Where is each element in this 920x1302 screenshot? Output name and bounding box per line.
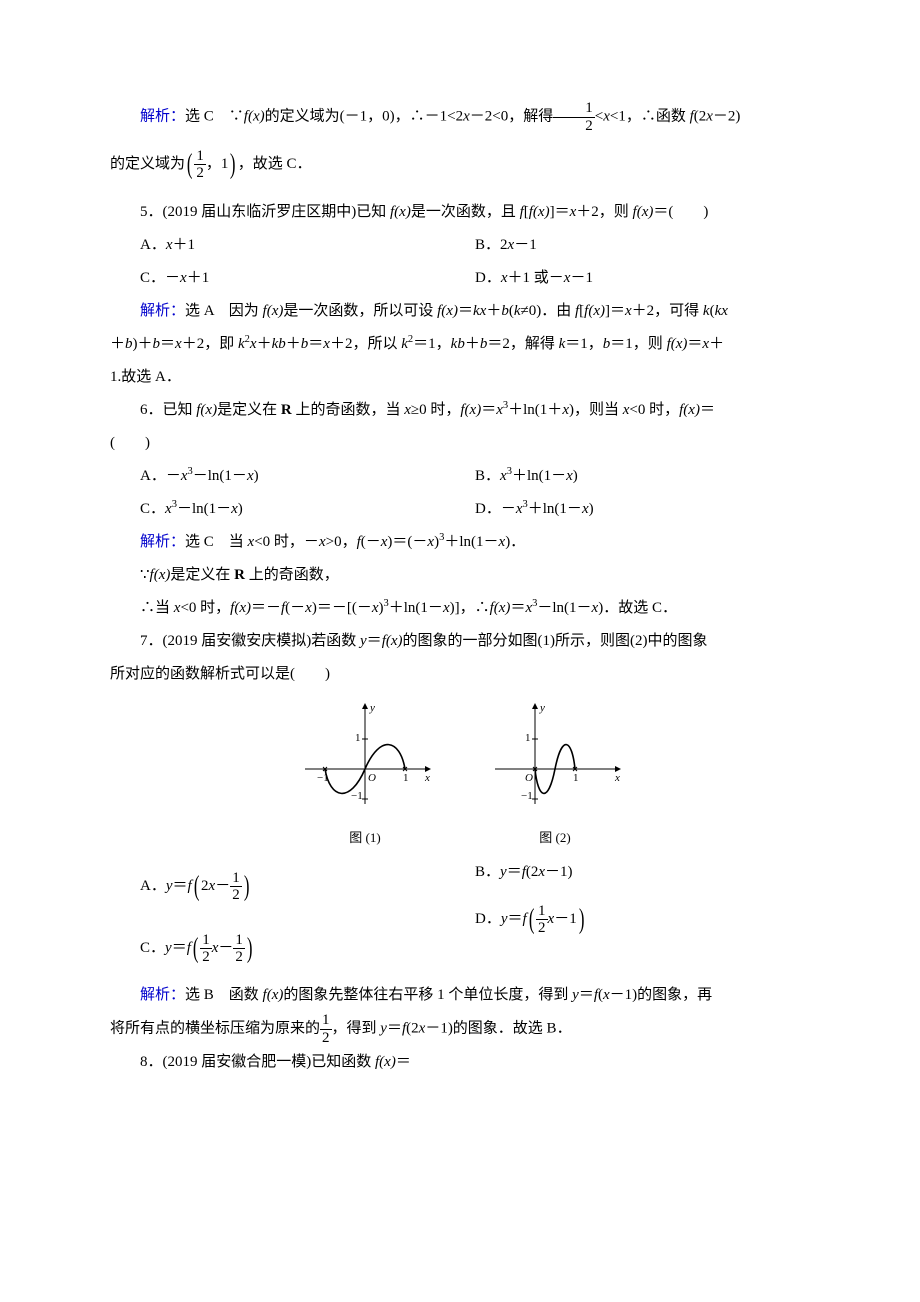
q7-stem-2: 所对应的函数解析式可以是( ) [110, 658, 810, 691]
q7-optB: B．y＝f(2x－1) [475, 856, 810, 889]
svg-text:1: 1 [355, 732, 361, 744]
q5-optA: A．x＋1 [140, 229, 475, 262]
q6-analysis-2: ∵f(x)是定义在 R 上的奇函数， [110, 559, 810, 592]
svg-text:x: x [614, 772, 620, 784]
q6-analysis-3: ∴当 x<0 时，f(x)＝－f(－x)＝－[(－x)3＋ln(1－x)]，∴f… [110, 592, 810, 625]
q6-optA: A．－x3－ln(1－x) [140, 460, 475, 493]
q7-figures: y x O −1 1 1 −1 图 (1) y x [110, 699, 810, 853]
q7-analysis-1: 解析：选 B 函数 f(x)的图象先整体往右平移 1 个单位长度，得到 y＝f(… [110, 979, 810, 1012]
q5-stem: 5．(2019 届山东临沂罗庄区期中)已知 f(x)是一次函数，且 f[f(x)… [110, 196, 810, 229]
q7-optC: C．y＝f(12x－12) [140, 918, 475, 980]
svg-text:−1: −1 [521, 790, 533, 802]
q7-optD: D．y＝f(12x－1) [475, 889, 810, 951]
svg-text:1: 1 [403, 772, 409, 784]
q6-optC: C．x3－ln(1－x) [140, 493, 475, 526]
q5-optB: B．2x－1 [475, 229, 810, 262]
q6-optB: B．x3＋ln(1－x) [475, 460, 810, 493]
q5-optC: C．－x＋1 [140, 262, 475, 295]
q7-stem-1: 7．(2019 届安徽安庆模拟)若函数 y＝f(x)的图象的一部分如图(1)所示… [110, 625, 810, 658]
svg-text:y: y [369, 702, 375, 714]
q6-paren: ( ) [110, 427, 810, 460]
q5-analysis-2: ＋b)＋b＝x＋2，即 k2x＋kb＋b＝x＋2，所以 k2＝1，kb＋b＝2，… [110, 328, 810, 361]
q6-options: A．－x3－ln(1－x) C．x3－ln(1－x) B．x3＋ln(1－x) … [140, 460, 810, 526]
q7-optA: A．y＝f(2x－12) [140, 856, 475, 918]
q7-options: A．y＝f(2x－12) C．y＝f(12x－12) B．y＝f(2x－1) D… [140, 856, 810, 979]
q8-stem: 8．(2019 届安徽合肥一模)已知函数 f(x)＝ [110, 1046, 810, 1079]
analysis-label: 解析： [140, 108, 185, 124]
q6-stem: 6．已知 f(x)是定义在 R 上的奇函数，当 x≥0 时，f(x)＝x3＋ln… [110, 394, 810, 427]
q5-analysis-3: 1.故选 A． [110, 361, 810, 394]
q5-options: A．x＋1 C．－x＋1 B．2x－1 D．x＋1 或－x－1 [140, 229, 810, 295]
frac-half: 12 [553, 100, 595, 134]
svg-text:1: 1 [573, 772, 579, 784]
q5-optD: D．x＋1 或－x－1 [475, 262, 810, 295]
svg-text:1: 1 [525, 732, 531, 744]
figure-1: y x O −1 1 1 −1 图 (1) [295, 699, 435, 853]
q6-analysis-1: 解析：选 C 当 x<0 时，－x>0，f(－x)＝(－x)3＋ln(1－x)． [110, 526, 810, 559]
svg-text:−1: −1 [317, 772, 329, 784]
svg-text:y: y [539, 702, 545, 714]
q7-analysis-2: 将所有点的横坐标压缩为原来的12，得到 y＝f(2x－1)的图象．故选 B． [110, 1012, 810, 1046]
figure-2: y x O 1 1 −1 图 (2) [485, 699, 625, 853]
svg-text:O: O [525, 772, 533, 784]
svg-text:x: x [424, 772, 430, 784]
q6-optD: D．－x3＋ln(1－x) [475, 493, 810, 526]
svg-text:O: O [368, 772, 376, 784]
q4-analysis-line1: 解析：选 C ∵f(x)的定义域为(－1，0)，∴－1<2x－2<0，解得12<… [110, 100, 810, 134]
q4-analysis-line2: 的定义域为(12，1)，故选 C． [110, 134, 810, 196]
svg-text:−1: −1 [351, 790, 363, 802]
q5-analysis-1: 解析：选 A 因为 f(x)是一次函数，所以可设 f(x)＝kx＋b(k≠0)．… [110, 295, 810, 328]
